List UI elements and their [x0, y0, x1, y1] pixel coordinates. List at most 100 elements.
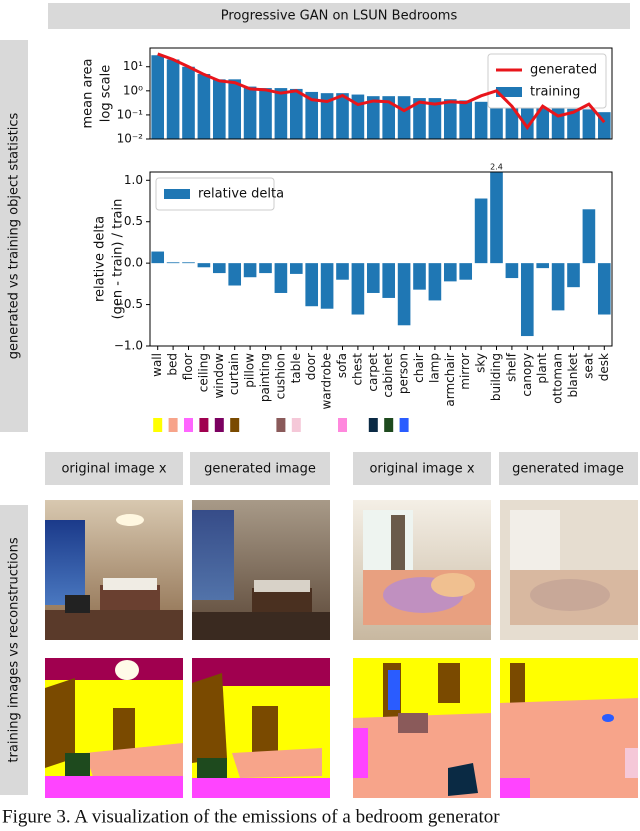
caption: Figure 3. A visualization of the emissio… [2, 806, 500, 827]
x-tick-label: chair [412, 353, 426, 383]
column-header: original image x [61, 462, 166, 477]
x-tick-label: desk [597, 353, 611, 381]
segmentation-map [192, 658, 330, 798]
bar [182, 262, 195, 264]
x-tick-label: mirror [458, 353, 472, 390]
bar [212, 79, 226, 139]
column-header-box [499, 452, 638, 485]
x-tick-label: bed [166, 353, 180, 376]
bar [490, 172, 503, 264]
x-tick-label: cabinet [381, 353, 395, 398]
bar [305, 91, 319, 139]
bar [505, 104, 519, 139]
segmentation-map [500, 658, 638, 798]
bar [490, 103, 503, 139]
legend-box [155, 177, 275, 211]
column-header-box [353, 452, 491, 485]
x-tick-label: table [289, 353, 303, 383]
bar [320, 93, 334, 139]
banner [48, 3, 630, 29]
legend-label: training [530, 85, 580, 100]
x-tick-label: painting [258, 353, 272, 402]
y-tick-label: 10⁻² [117, 132, 144, 146]
plot-area [151, 172, 611, 337]
bar [413, 263, 426, 290]
bar [505, 263, 519, 279]
bar [305, 263, 319, 307]
color-swatch [230, 418, 240, 432]
bar [597, 263, 611, 315]
bar [151, 55, 165, 139]
x-tick-label: door [304, 353, 318, 380]
y-tick-label: 0.0 [124, 256, 143, 270]
bar [243, 86, 257, 139]
x-tick-label: pillow [243, 353, 257, 388]
bar [459, 263, 473, 280]
y-tick-label: −1.0 [114, 339, 143, 353]
bar [474, 198, 488, 264]
bar [366, 263, 380, 293]
series-line [157, 52, 606, 131]
column-header-box [45, 452, 183, 485]
bar [336, 263, 349, 280]
y-axis-label: mean area [81, 59, 96, 129]
segmentation-map [45, 658, 183, 798]
bar [551, 263, 565, 311]
color-swatch [276, 418, 286, 432]
x-tick-label: seat [581, 353, 595, 379]
bar [428, 98, 442, 139]
bar [443, 99, 457, 139]
legend-swatch [496, 87, 522, 97]
bar [582, 209, 596, 264]
x-tick-label: ottoman [551, 353, 565, 404]
segmentation-map [353, 658, 491, 798]
bar-value-label: 2.4 [490, 163, 503, 172]
y-tick-label: −0.5 [114, 297, 143, 311]
x-tick-label: cushion [273, 353, 287, 399]
photo [192, 500, 330, 640]
x-tick-label: blanket [566, 353, 580, 398]
legend-label: relative delta [198, 187, 284, 202]
bar [582, 109, 596, 139]
bar [336, 93, 349, 139]
color-swatch [291, 418, 301, 432]
bar [413, 98, 426, 139]
plot-frame [149, 171, 613, 347]
color-swatch [168, 418, 178, 432]
x-tick-label: lamp [427, 353, 441, 383]
y-tick-label: 0.5 [124, 214, 143, 228]
bar [166, 262, 180, 264]
bar [289, 263, 303, 274]
side-label: training images vs reconstructions [7, 537, 22, 762]
bar [197, 73, 211, 139]
photo [45, 500, 183, 640]
legend-swatch [164, 189, 190, 199]
x-tick-label: ceiling [196, 353, 210, 392]
bar [382, 263, 396, 298]
side-strip [0, 40, 28, 432]
bar [567, 108, 580, 139]
x-tick-label: plant [535, 353, 549, 384]
bar [351, 263, 365, 315]
y-tick-label: 10¹ [123, 59, 143, 73]
color-swatch [153, 418, 163, 432]
x-tick-label: person [397, 353, 411, 394]
x-tick-label: window [212, 353, 226, 399]
bar [536, 105, 550, 139]
bar [289, 88, 303, 139]
bar [443, 263, 457, 282]
bar [228, 79, 242, 139]
plot-frame [149, 47, 613, 140]
x-tick-label: carpet [366, 353, 380, 392]
x-tick-label: chest [350, 353, 364, 386]
side-label: generated vs training object statistics [7, 113, 22, 360]
y-tick-label: 10⁰ [123, 83, 143, 97]
color-swatch [384, 418, 394, 432]
x-tick-label: wardrobe [320, 353, 334, 410]
x-tick-label: sofa [335, 353, 349, 378]
color-swatch [338, 418, 347, 432]
column-header-box [190, 452, 330, 485]
x-tick-label: curtain [227, 353, 241, 395]
photo [500, 500, 638, 640]
